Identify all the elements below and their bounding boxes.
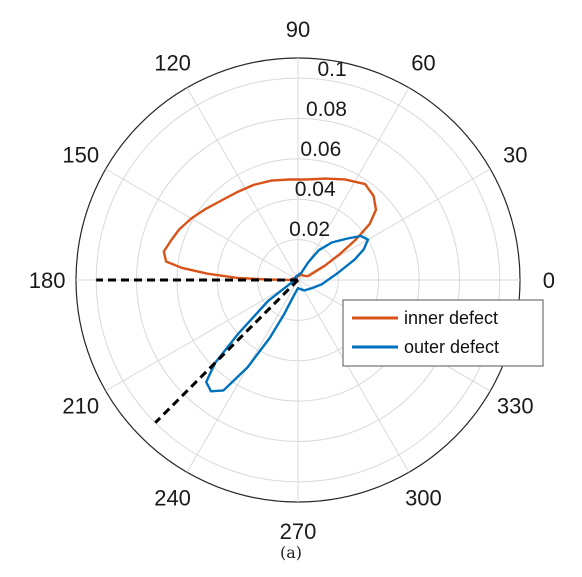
legend-box	[342, 299, 544, 367]
angular-tick-label-60: 60	[411, 51, 435, 76]
angular-grid-spoke-10	[297, 279, 410, 473]
series-line-inner-defect	[162, 177, 378, 282]
angular-tick-label-270: 270	[280, 519, 317, 544]
radial-tick-label-2: 0.06	[300, 138, 341, 161]
series-layer	[162, 177, 378, 393]
radial-tick-label-3: 0.08	[306, 98, 347, 121]
angular-grid-spoke-4	[186, 87, 299, 281]
angular-grid-spoke-5	[105, 168, 299, 281]
radial-tick-labels: 0.02 0.04 0.06 0.08 0.1	[289, 58, 347, 241]
angular-tick-label-180: 180	[29, 268, 66, 293]
radial-tick-label-1: 0.04	[295, 178, 336, 201]
angular-tick-label-330: 330	[497, 393, 534, 418]
angular-grid-spoke-8	[186, 279, 299, 473]
figure-caption: (a)	[280, 543, 302, 562]
angular-tick-labels: 0 30 60 90 120 150 180 210 240 270 300 330	[29, 17, 555, 544]
angular-tick-label-300: 300	[405, 485, 442, 510]
angular-tick-label-210: 210	[62, 393, 99, 418]
angular-tick-label-150: 150	[62, 143, 99, 168]
radial-tick-label-0: 0.02	[289, 218, 330, 241]
legend-label-outer-defect: outer defect	[404, 337, 499, 357]
reference-line-225	[154, 278, 300, 424]
angular-tick-label-0: 0	[543, 268, 555, 293]
reference-lines	[96, 278, 300, 424]
angular-tick-label-90: 90	[286, 17, 310, 42]
angular-tick-label-30: 30	[503, 143, 527, 168]
angular-grid-spoke-7	[105, 279, 299, 392]
angular-tick-label-120: 120	[154, 51, 191, 76]
radial-tick-label-4: 0.1	[317, 58, 346, 81]
angular-tick-label-240: 240	[154, 485, 191, 510]
legend-label-inner-defect: inner defect	[404, 308, 498, 328]
legend: inner defect outer defect	[342, 299, 544, 367]
series-line-outer-defect	[204, 234, 370, 393]
angular-grid-spoke-2	[297, 87, 410, 281]
